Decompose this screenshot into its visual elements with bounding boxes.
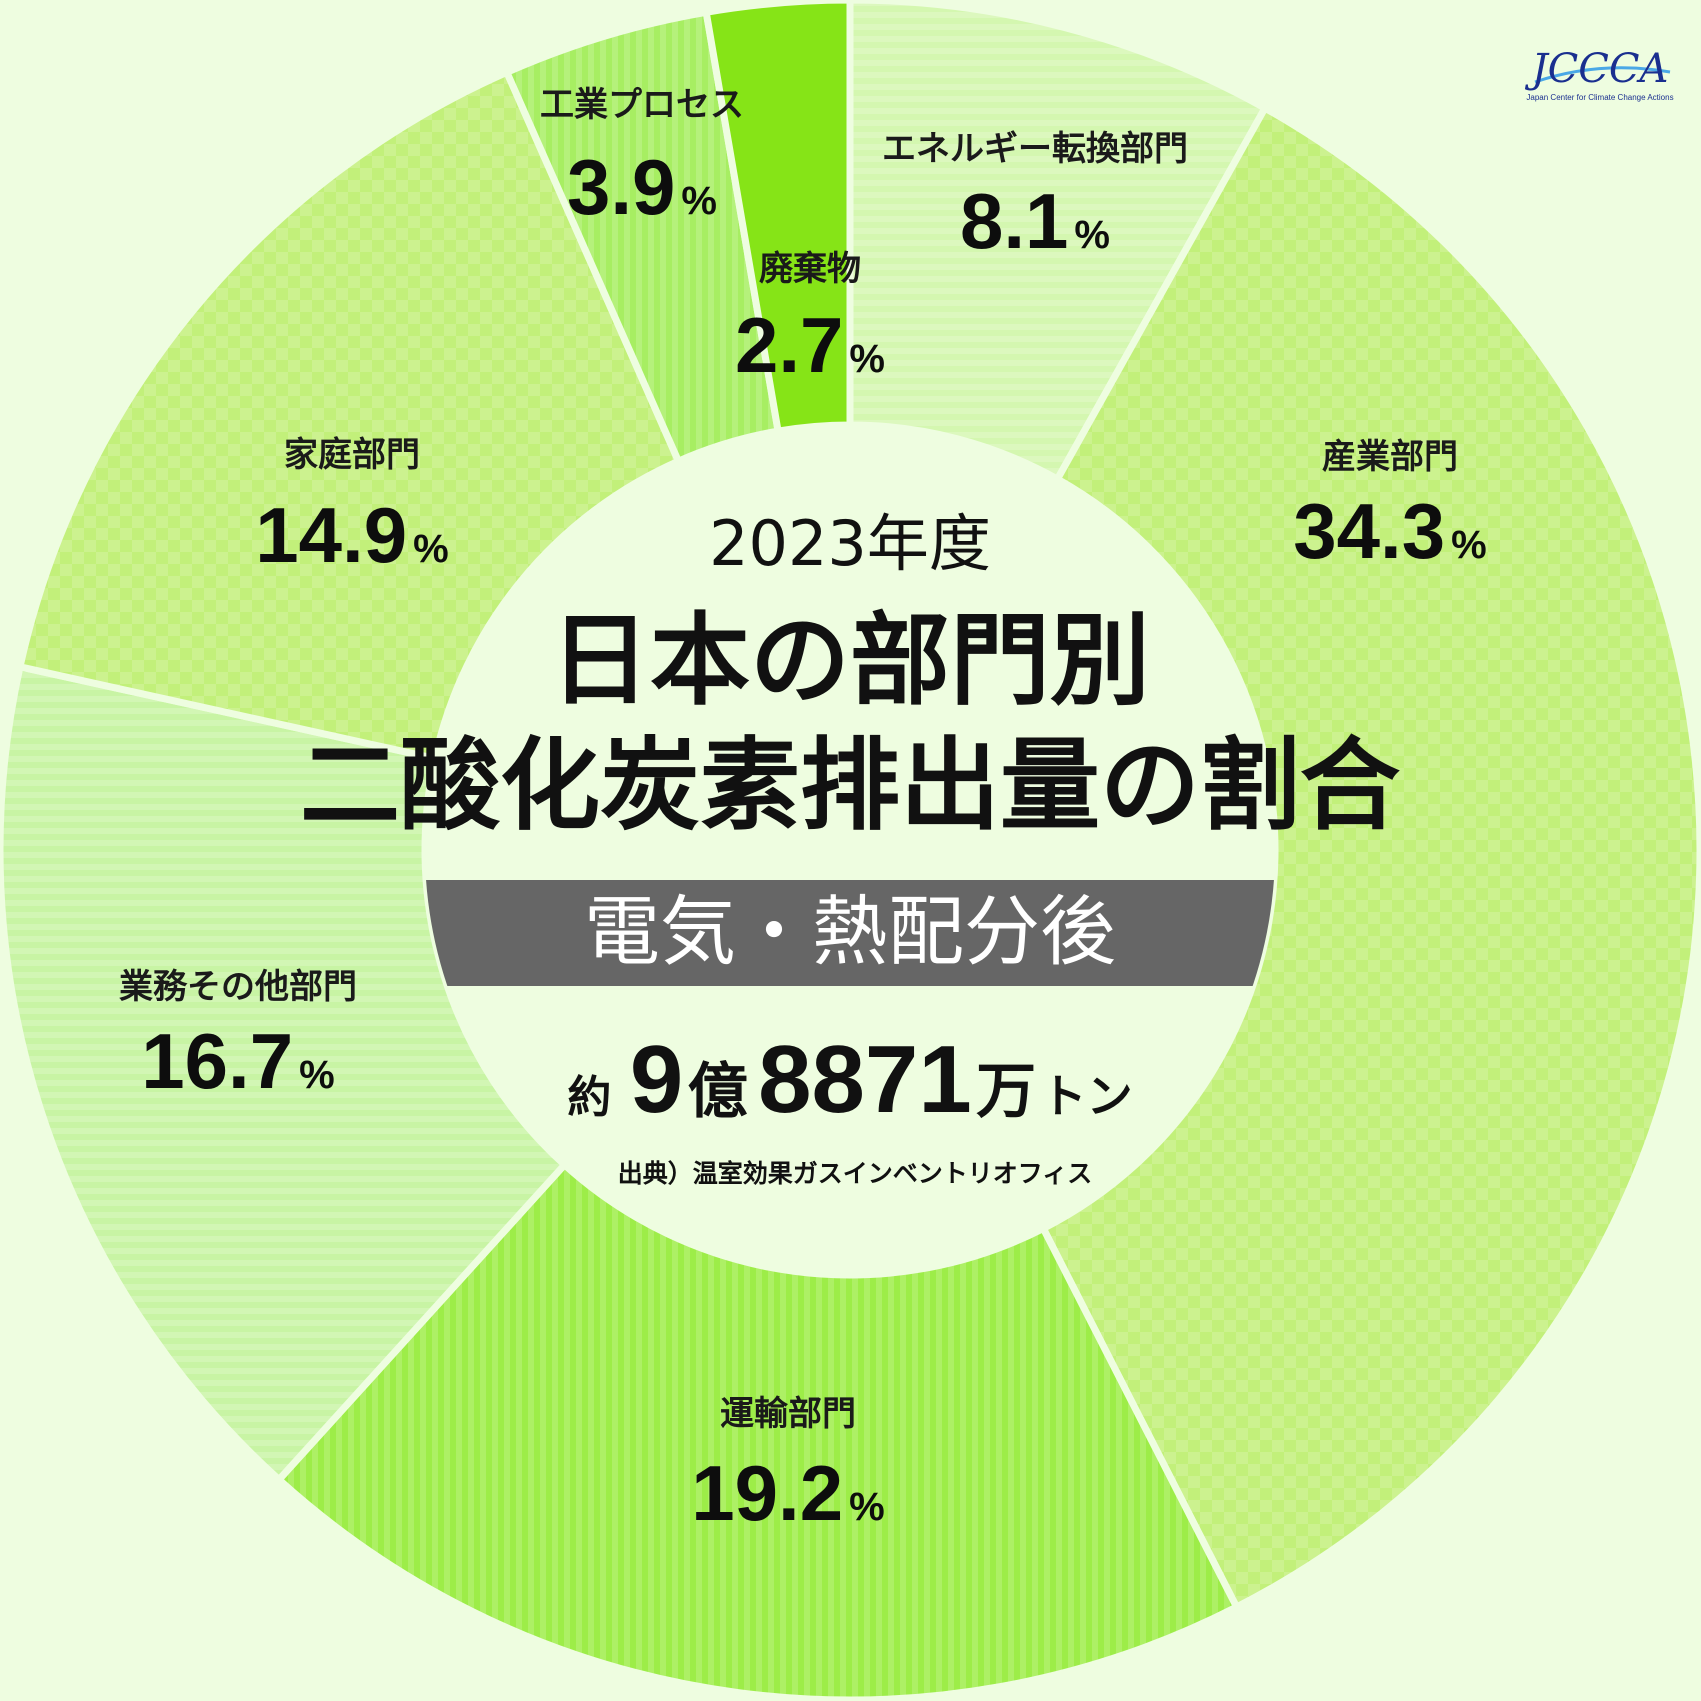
slice-value-number: 34.3 [1293, 487, 1445, 575]
slice-6 [503, 8, 782, 465]
slice-2 [1039, 104, 1701, 1611]
logo-text: JCCCA [1525, 46, 1668, 92]
slice-label-1: エネルギー転換部門 [882, 129, 1188, 169]
slice-value-number: 14.9 [255, 491, 407, 579]
slice-value-4: 16.7% [141, 1017, 334, 1105]
jccca-logo: JCCCA Japan Center for Climate Change Ac… [1525, 46, 1674, 102]
slice-value-2: 34.3% [1293, 487, 1486, 575]
slice-3 [275, 1161, 1241, 1701]
slice-value-number: 19.2 [691, 1449, 843, 1537]
slice-value-5: 14.9% [255, 491, 448, 579]
slice-4 [0, 663, 568, 1484]
slice-texture [850, 0, 1265, 480]
slice-value-percent: % [681, 179, 717, 223]
slice-value-percent: % [1451, 523, 1487, 567]
slice-value-percent: % [299, 1053, 335, 1097]
slice-value-percent: % [1074, 213, 1110, 257]
slice-value-percent: % [413, 527, 449, 571]
slice-label-6: 工業プロセス [540, 85, 744, 125]
total-unit2: 万 [976, 1057, 1036, 1127]
slice-label-7: 廃棄物 [759, 249, 861, 289]
logo-subtitle: Japan Center for Climate Change Actions [1526, 93, 1673, 102]
banner-text: 電気・熱配分後 [584, 887, 1116, 976]
slice-value-1: 8.1% [960, 177, 1110, 265]
slice-value-7: 2.7% [735, 301, 885, 389]
total-unit1: 億 [688, 1057, 748, 1127]
slice-label-5: 家庭部門 [284, 435, 420, 475]
slice-value-number: 8.1 [960, 177, 1068, 265]
slice-labels-group: エネルギー転換部門 8.1 % 産業部門 34.3 % 運輸部門 19.2 % 業務その他部門 16… [119, 85, 1487, 1537]
total-unit3: トン [1041, 1069, 1133, 1123]
slice-texture [278, 1164, 1237, 1700]
slice-label-2: 産業部門 [1322, 437, 1458, 477]
total-num2: 8871 [758, 1026, 972, 1133]
donut-hole [425, 425, 1275, 1275]
slice-1 [846, 0, 1269, 483]
source-note: 出典）温室効果ガスインベントリオフィス [618, 1159, 1093, 1188]
title-line-2: 二酸化炭素排出量の割合 [300, 727, 1400, 844]
slice-texture [1043, 108, 1700, 1607]
slice-value-number: 2.7 [735, 301, 843, 389]
slice-label-3: 運輸部門 [720, 1394, 856, 1434]
total-prefix: 約 [567, 1072, 611, 1123]
slice-value-6: 3.9% [567, 143, 717, 231]
slice-value-number: 16.7 [141, 1017, 293, 1105]
total-num1: 9 [630, 1026, 683, 1133]
slice-value-percent: % [849, 1485, 885, 1529]
slice-label-4: 業務その他部門 [119, 967, 357, 1007]
slice-value-3: 19.2% [691, 1449, 884, 1537]
total-amount: 約 9 億 8871 万 トン [567, 1026, 1132, 1133]
slice-value-number: 3.9 [567, 143, 675, 231]
slice-texture [506, 12, 779, 462]
logo-swoosh [1534, 66, 1671, 84]
title-line-1: 日本の部門別 [550, 602, 1150, 719]
slice-value-percent: % [849, 337, 885, 381]
banner-bar [425, 880, 1275, 986]
year-label: 2023年度 [709, 507, 991, 580]
slice-fill [706, 0, 850, 432]
